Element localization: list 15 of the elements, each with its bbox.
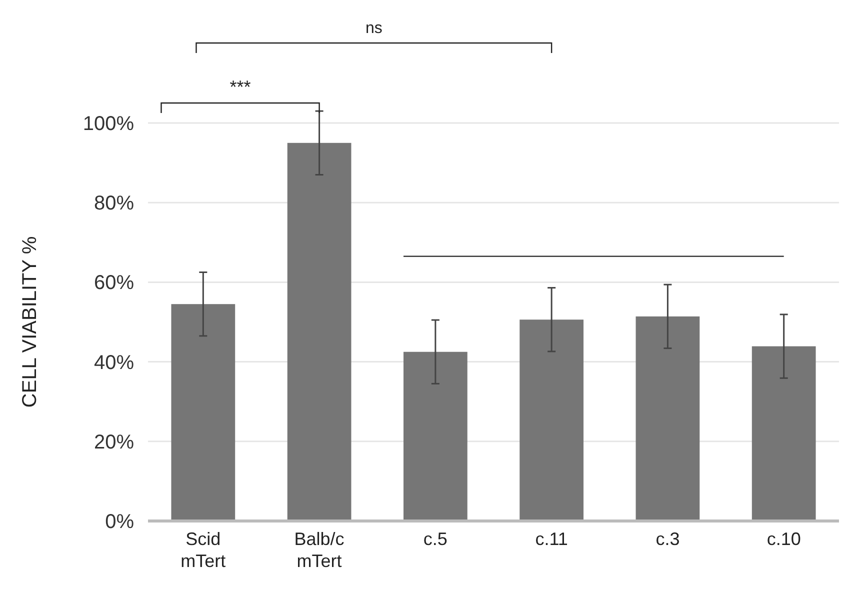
- x-tick-label: Scid mTert: [180, 529, 226, 571]
- y-tick-label: 80%: [94, 192, 134, 215]
- y-tick-label: 100%: [82, 113, 134, 135]
- text: ***: [230, 77, 251, 97]
- x-tick-label: c.10: [766, 529, 801, 549]
- y-tick-label: 0%: [105, 511, 134, 533]
- y-tick-label: 20%: [94, 431, 134, 454]
- y-tick-label: 60%: [94, 272, 134, 294]
- x-tick-label: c.11: [535, 529, 568, 549]
- x-tick-label: Balb/c mTert: [294, 529, 344, 571]
- y-tick-label: 40%: [94, 352, 134, 374]
- x-tick-label: c.3: [656, 529, 680, 549]
- x-tick-label: c.5: [423, 529, 448, 549]
- y-axis-title: CELL VIABILITY %: [19, 236, 41, 408]
- text: ns: [365, 20, 382, 37]
